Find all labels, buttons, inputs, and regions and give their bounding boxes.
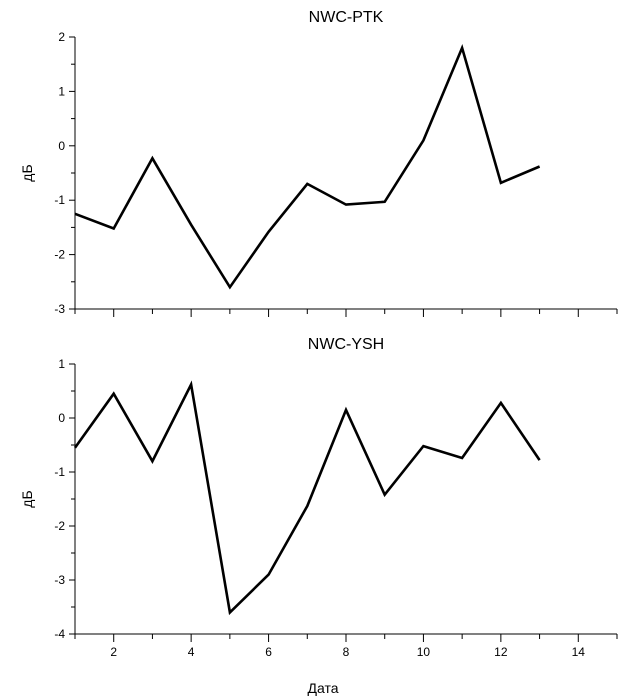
x-tick-label: 14 [572,645,586,659]
x-tick-label: 8 [343,645,350,659]
y-axis-label: дБ [19,490,35,507]
series-line [73,380,541,616]
y-tick-label: 1 [58,84,65,98]
x-axis-label: Дата [307,680,338,696]
y-tick-label: -4 [54,627,65,641]
y-tick-label: -3 [54,573,65,587]
y-tick-label: -1 [54,193,65,207]
y-tick-label: 1 [58,357,65,371]
x-tick-label: 4 [188,645,195,659]
y-tick-label: 2 [58,30,65,44]
x-tick-label: 2 [110,645,117,659]
y-tick-label: -2 [54,519,65,533]
y-axis-label: дБ [19,164,35,181]
chart-title: NWC-PTK [309,9,384,26]
x-tick-label: 10 [417,645,431,659]
series-line [74,43,541,290]
y-tick-label: -3 [54,302,65,316]
y-tick-label: -1 [54,465,65,479]
y-tick-label: -2 [54,248,65,262]
y-tick-label: 0 [58,139,65,153]
x-tick-label: 6 [265,645,272,659]
x-tick-label: 12 [494,645,508,659]
chart-title: NWC-YSH [308,336,384,353]
y-tick-label: 0 [58,411,65,425]
chart-panel-nwc-ptk: NWC-PTK 2 1 0 -1 -2 -3 дБ [19,9,618,317]
